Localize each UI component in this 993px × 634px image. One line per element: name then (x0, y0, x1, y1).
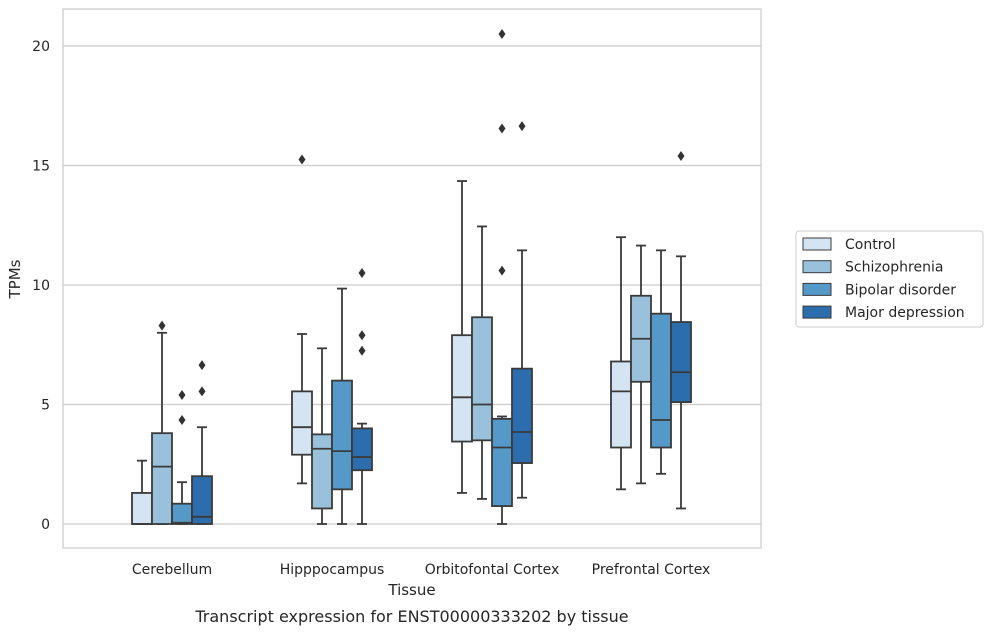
box-4-2 (630, 244, 652, 485)
outlier-point-1 (518, 121, 526, 132)
box-body (670, 321, 692, 404)
boxes-layer (131, 29, 692, 525)
legend-swatch-4 (802, 305, 832, 319)
legend-label-1: Control (845, 237, 896, 253)
y-tick-label-5: 5 (41, 398, 50, 414)
box-1-3 (171, 389, 193, 525)
outlier-point-2 (178, 389, 186, 400)
y-tick-label-15: 15 (32, 159, 50, 175)
x-tick-label-1: Cerebellum (132, 562, 212, 578)
box-2-3 (331, 287, 353, 525)
legend-frame (795, 230, 984, 328)
outlier-point-1 (677, 150, 685, 161)
box-body (311, 433, 333, 510)
box-body (491, 417, 513, 507)
chart-caption: Transcript expression for ENST0000033320… (194, 607, 628, 626)
box-body (131, 492, 153, 525)
plot-frame (62, 8, 762, 549)
box-body (151, 432, 173, 525)
x-tick-label-4: Prefrontal Cortex (592, 562, 711, 578)
box-body (451, 334, 473, 443)
outlier-point-1 (158, 320, 166, 331)
box-body (351, 427, 373, 472)
outlier-point-2 (498, 123, 506, 134)
outlier-point-1 (358, 345, 366, 356)
box-3-1 (451, 180, 473, 494)
y-tick-label-10: 10 (32, 278, 50, 294)
box-4-1 (610, 236, 632, 491)
outlier-point-1 (498, 265, 506, 276)
y-tick-label-0: 0 (41, 517, 50, 533)
box-2-2 (311, 347, 333, 525)
y-axis-label: TPMs (6, 259, 24, 299)
box-body (610, 360, 632, 449)
legend-swatch-2 (802, 260, 832, 274)
outlier-point-1 (178, 415, 186, 426)
box-4-4 (670, 150, 692, 510)
outlier-point-3 (358, 268, 366, 279)
legend-label-3: Bipolar disorder (845, 282, 956, 298)
box-body (471, 316, 493, 442)
box-body (650, 312, 672, 449)
legend-swatch-1 (802, 237, 832, 251)
x-tick-label-2: Hipppocampus (280, 562, 385, 578)
legend-label-4: Major depression (845, 305, 965, 321)
box-1-2 (151, 320, 173, 525)
box-4-3 (650, 249, 672, 475)
outlier-point-3 (498, 29, 506, 40)
x-tick-label-3: Orbitofontal Cortex (425, 562, 560, 578)
outlier-point-1 (298, 154, 306, 165)
box-1-1 (131, 459, 153, 525)
grid-lines (63, 45, 761, 525)
box-body (291, 390, 313, 456)
x-axis-label: Tissue (387, 581, 435, 599)
box-3-2 (471, 225, 493, 500)
box-3-4 (511, 121, 533, 499)
y-tick-labels: 0 5 10 15 20 (32, 39, 50, 533)
box-body (511, 367, 533, 464)
box-3-3 (491, 29, 513, 525)
box-2-4 (351, 268, 373, 525)
outlier-point-2 (198, 360, 206, 371)
legend-swatch-3 (802, 282, 832, 296)
outlier-point-1 (198, 386, 206, 397)
box-1-4 (191, 360, 213, 525)
box-body (171, 502, 193, 525)
legend-label-2: Schizophrenia (845, 260, 943, 276)
box-body (331, 379, 353, 491)
outlier-point-2 (358, 330, 366, 341)
box-2-1 (291, 154, 313, 485)
legend: Control Schizophrenia Bipolar disorder Majo… (795, 230, 984, 328)
box-body (191, 475, 213, 525)
x-tick-labels: Cerebellum Hipppocampus Orbitofontal Corte… (132, 562, 710, 578)
y-tick-label-20: 20 (32, 39, 50, 55)
